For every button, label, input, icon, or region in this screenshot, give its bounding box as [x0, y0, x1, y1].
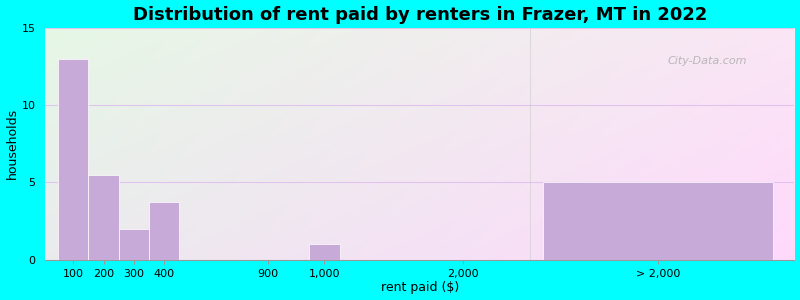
Bar — [149, 202, 179, 260]
Bar — [118, 229, 149, 260]
Bar — [543, 182, 773, 260]
Bar — [88, 175, 118, 260]
Bar — [58, 59, 88, 260]
Y-axis label: households: households — [6, 108, 18, 179]
Title: Distribution of rent paid by renters in Frazer, MT in 2022: Distribution of rent paid by renters in … — [133, 6, 707, 24]
Text: City-Data.com: City-Data.com — [667, 56, 746, 66]
Bar — [310, 244, 340, 260]
X-axis label: rent paid ($): rent paid ($) — [381, 281, 459, 294]
